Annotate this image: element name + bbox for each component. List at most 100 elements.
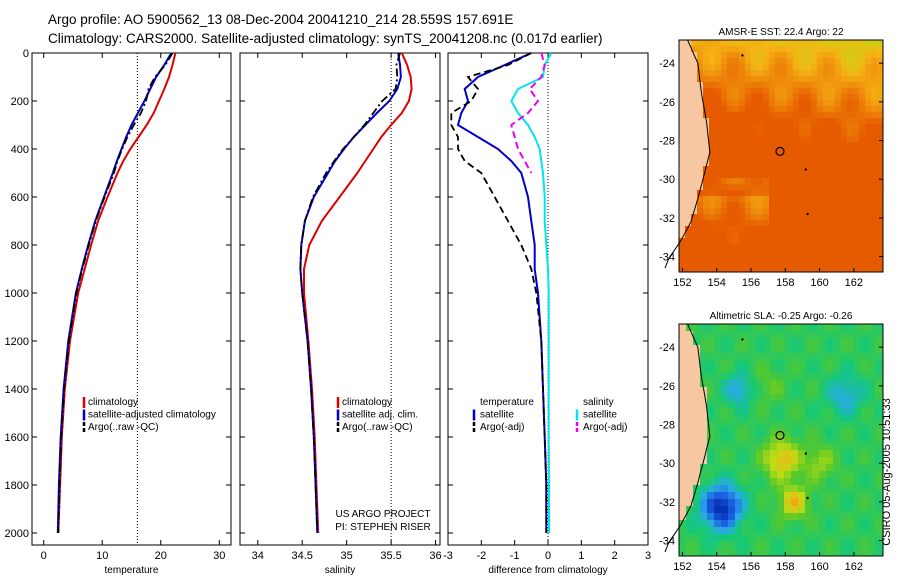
map-cell: [721, 401, 729, 409]
map-cell: [757, 154, 764, 161]
map-cell: [877, 184, 884, 191]
map-cell: [715, 52, 722, 59]
map-cell: [742, 450, 750, 458]
map-cell: [799, 184, 806, 191]
map-cell: [865, 136, 872, 143]
x-tick-label: 35.5: [380, 550, 401, 562]
map-cell: [875, 408, 883, 416]
map-cell: [756, 352, 764, 360]
map-cell: [798, 506, 806, 514]
map-cell: [841, 148, 848, 155]
map-cell: [791, 324, 799, 332]
map-cell: [829, 208, 836, 215]
map-cell: [847, 196, 854, 203]
map-cell: [769, 226, 776, 233]
map-cell: [877, 268, 884, 273]
map-cell: [709, 148, 716, 155]
map-cell: [735, 415, 743, 423]
map-cell: [793, 184, 800, 191]
map-cell: [770, 338, 778, 346]
legend-label: satellite: [480, 410, 514, 421]
map-cell: [854, 513, 862, 521]
map-cell: [707, 408, 715, 416]
map-cell: [777, 331, 785, 339]
map-cell: [697, 238, 704, 245]
map-cell: [853, 256, 860, 263]
map-cell: [784, 436, 792, 444]
map-cell: [757, 190, 764, 197]
map-cell: [854, 436, 862, 444]
map-cell: [763, 359, 771, 367]
map-cell: [775, 220, 782, 227]
legend-label: satellite: [583, 410, 617, 421]
map-cell: [721, 520, 729, 528]
map-cell: [742, 534, 750, 542]
map-cell: [853, 100, 860, 107]
map-cell: [793, 52, 800, 59]
map-cell: [770, 506, 778, 514]
map-cell: [769, 130, 776, 137]
map-cell: [826, 548, 834, 556]
map-cell: [707, 436, 715, 444]
map-cell: [875, 394, 883, 402]
map-cell: [812, 478, 820, 486]
map-cell: [787, 214, 794, 221]
map-cell: [700, 534, 708, 542]
map-cell: [835, 184, 842, 191]
map-cell: [739, 166, 746, 173]
map-cell: [728, 485, 736, 493]
map-cell: [835, 64, 842, 71]
map-cell: [812, 345, 820, 353]
map-cell: [841, 226, 848, 233]
map-cell: [742, 359, 750, 367]
map-cell: [871, 166, 878, 173]
map-cell: [757, 226, 764, 233]
map-cell: [770, 534, 778, 542]
map-cell: [679, 436, 687, 444]
map-cell: [829, 136, 836, 143]
map-cell: [763, 366, 771, 374]
map-cell: [861, 401, 869, 409]
map-cell: [811, 202, 818, 209]
map-cell: [812, 506, 820, 514]
map-cell: [854, 380, 862, 388]
map-cell: [868, 373, 876, 381]
map-cell: [799, 88, 806, 95]
map-cell: [854, 366, 862, 374]
map-cell: [777, 338, 785, 346]
map-cell: [805, 76, 812, 83]
map-cell: [700, 443, 708, 451]
map-cell: [819, 408, 827, 416]
map-cell: [793, 220, 800, 227]
map-cell: [756, 443, 764, 451]
map-cell: [751, 184, 758, 191]
map-cell: [756, 499, 764, 507]
map-cell: [859, 70, 866, 77]
map-cell: [791, 345, 799, 353]
map-cell: [733, 244, 740, 251]
map-cell: [693, 373, 701, 381]
map-cell: [854, 548, 862, 556]
map-cell: [775, 256, 782, 263]
map-cell: [817, 226, 824, 233]
map-cell: [805, 220, 812, 227]
map-cell: [877, 136, 884, 143]
map-cell: [714, 394, 722, 402]
map-cell: [707, 464, 715, 472]
map-cell: [721, 506, 729, 514]
map-cell: [756, 506, 764, 514]
map-cell: [697, 88, 704, 95]
map-cell: [835, 262, 842, 269]
map-cell: [875, 450, 883, 458]
map-cell: [703, 256, 710, 263]
map-cell: [745, 46, 752, 53]
map-cell: [871, 190, 878, 197]
map-cell: [829, 118, 836, 125]
map-cell: [715, 166, 722, 173]
pi-label: PI: STEPHEN RISER: [335, 522, 431, 533]
map-cell: [817, 94, 824, 101]
map-cell: [841, 232, 848, 239]
map-cell: [763, 148, 770, 155]
map-cell: [742, 429, 750, 437]
map-cell: [703, 160, 710, 167]
